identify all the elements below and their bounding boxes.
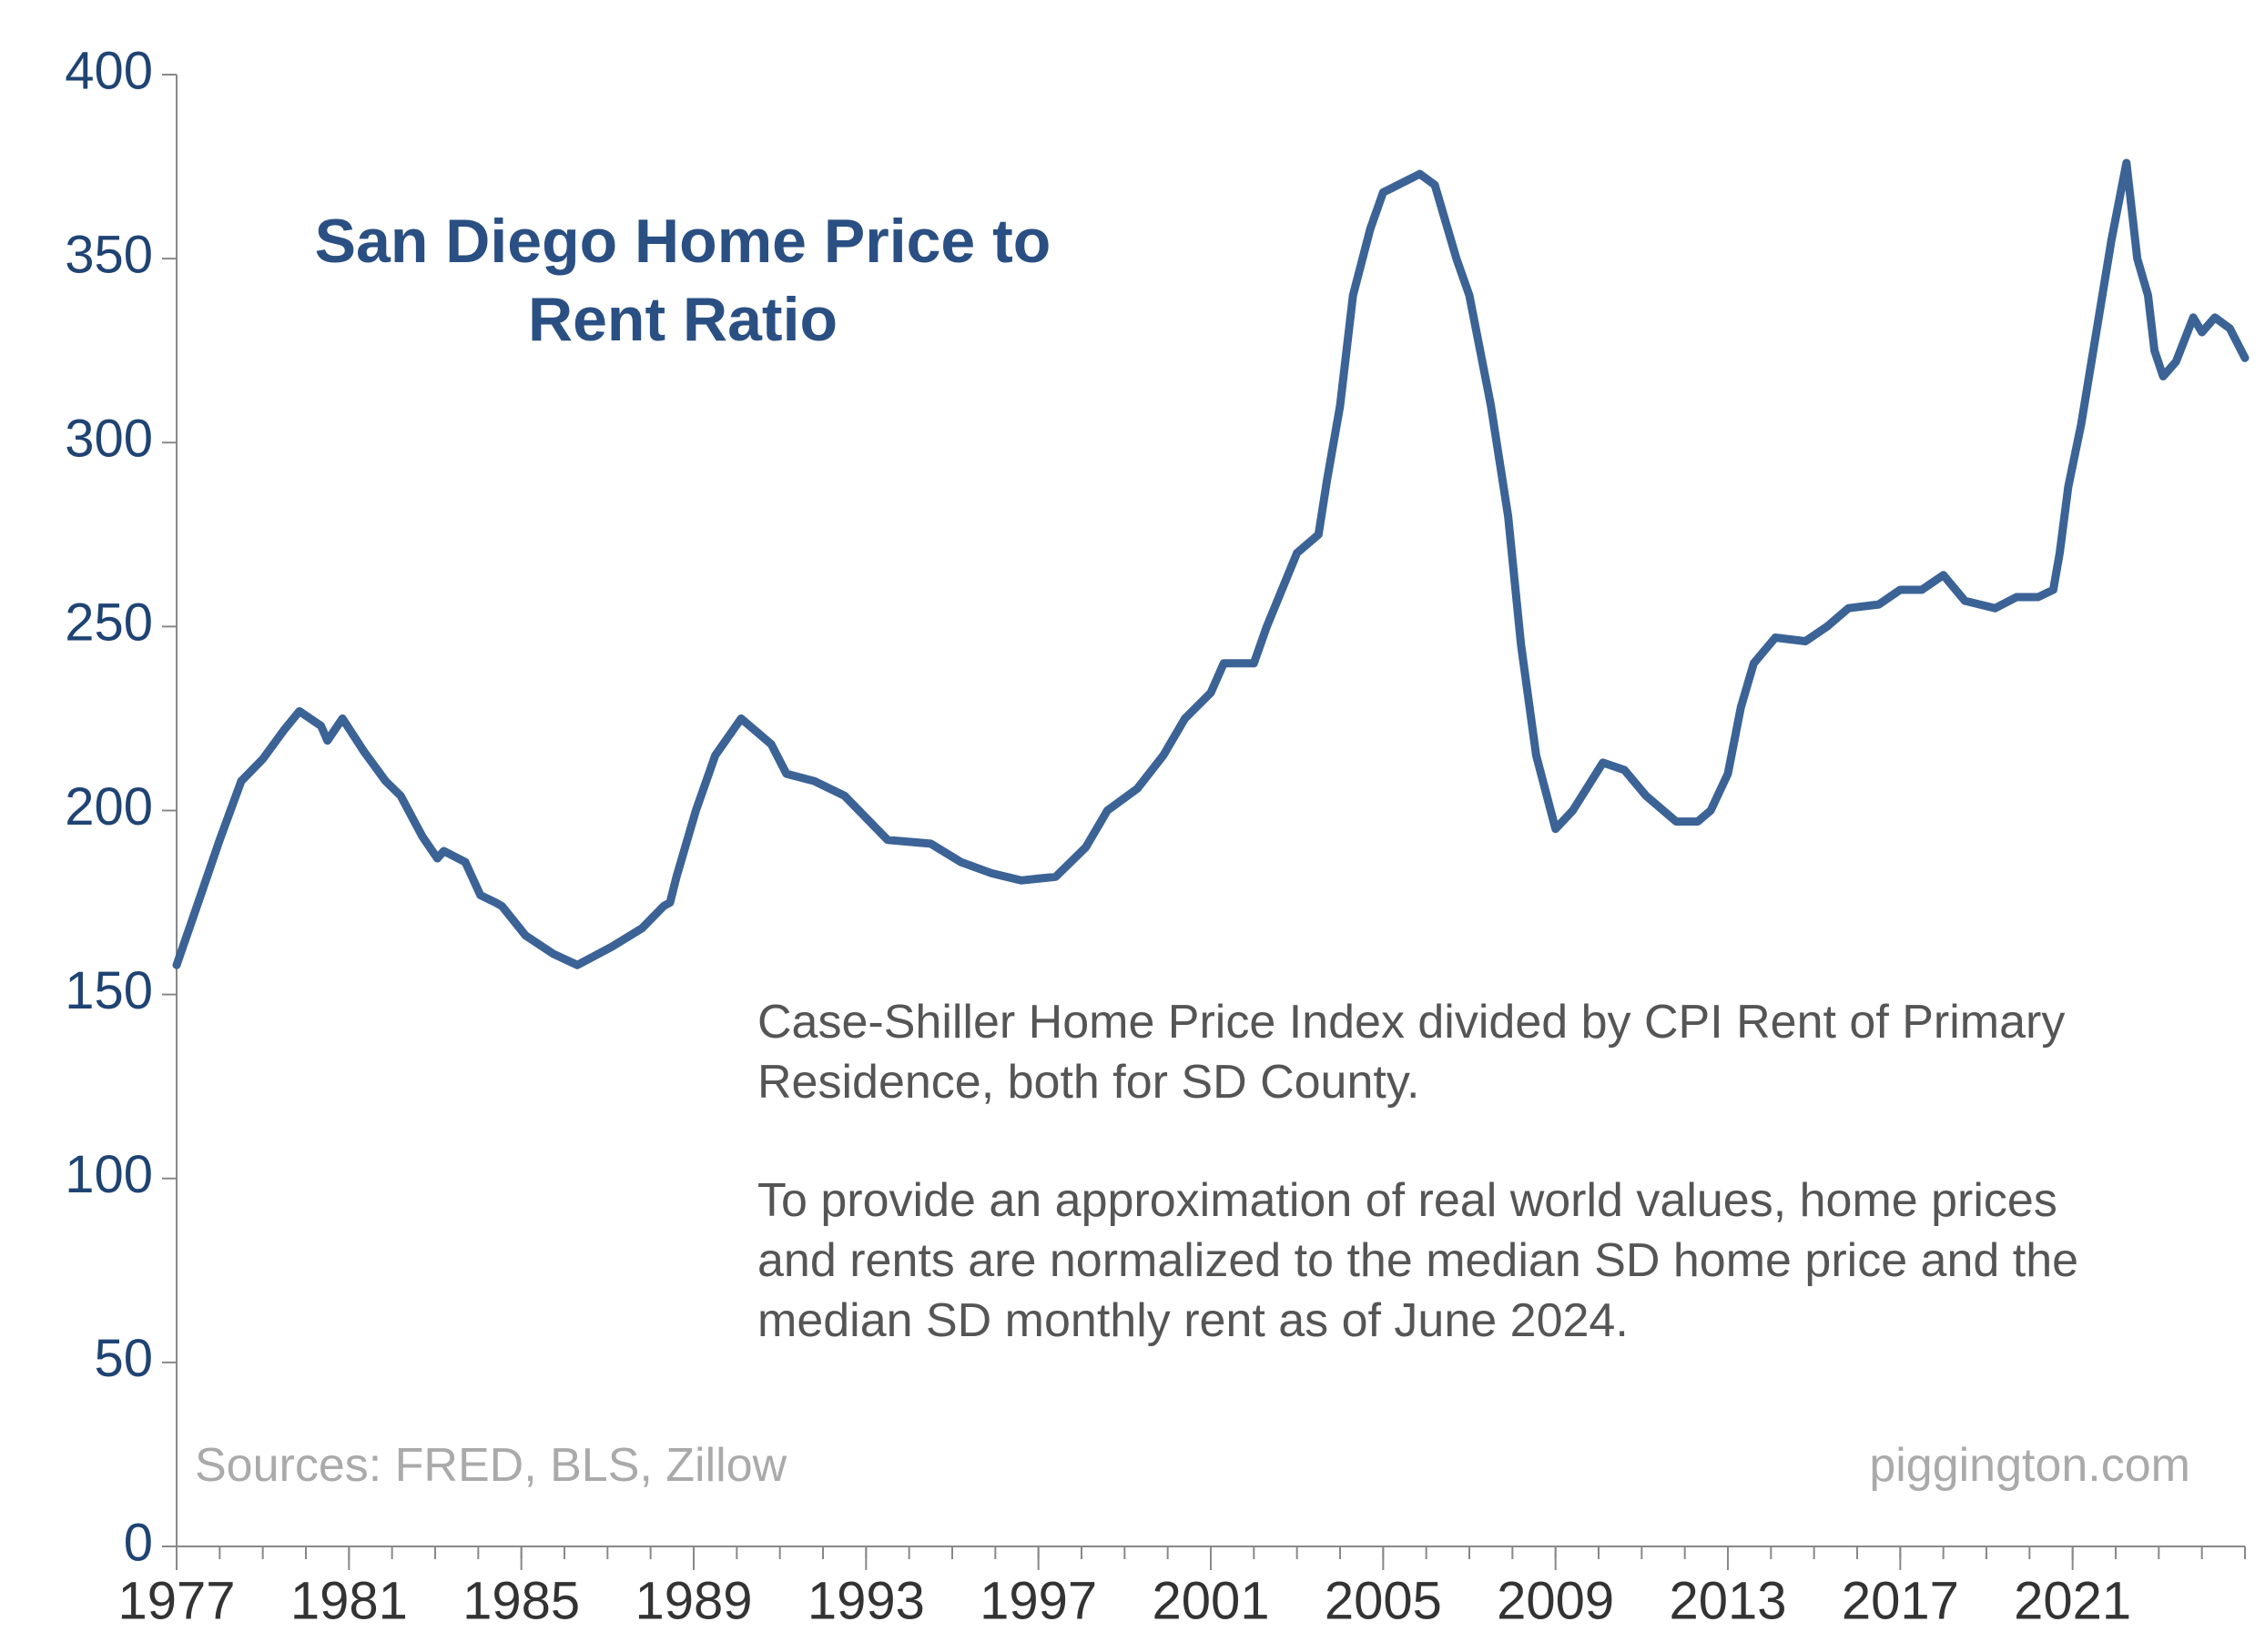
website: piggington.com: [1869, 1439, 2190, 1492]
y-tick-label: 300: [65, 410, 153, 469]
x-tick-label: 2017: [1842, 1571, 1959, 1630]
note: To provide an approximation of real worl…: [757, 1174, 2079, 1347]
x-tick-label: 2013: [1669, 1571, 1786, 1630]
y-tick-label: 250: [65, 593, 153, 653]
x-tick-label: 2009: [1497, 1571, 1614, 1630]
x-tick-label: 1977: [117, 1571, 235, 1630]
x-tick-label: 1985: [462, 1571, 580, 1630]
line: [172, 158, 2250, 969]
x-tick-label: 1997: [980, 1571, 1097, 1630]
x-tick-label: 1989: [635, 1571, 752, 1630]
y-tick-label: 100: [65, 1145, 153, 1204]
chart-title: San Diego Home Price to Rent Ratio: [314, 207, 1051, 354]
x-tick-label: 2001: [1152, 1571, 1269, 1630]
y-tick-label: 400: [65, 41, 153, 100]
y-tick-label: 350: [65, 225, 153, 284]
y-tick-label: 200: [65, 777, 153, 836]
x-tick-label: 2021: [2014, 1571, 2131, 1630]
y-tick-label: 50: [94, 1329, 153, 1388]
x-tick-label: 1981: [290, 1571, 408, 1630]
note: Case-Shiller Home Price Index divided by…: [757, 996, 2066, 1109]
x-tick-label: 2005: [1325, 1571, 1442, 1630]
y-tick-label: 150: [65, 961, 153, 1020]
x-tick-label: 1993: [807, 1571, 925, 1630]
source: Sources: FRED, BLS, Zillow: [195, 1439, 787, 1492]
y-tick-label: 0: [124, 1513, 153, 1572]
